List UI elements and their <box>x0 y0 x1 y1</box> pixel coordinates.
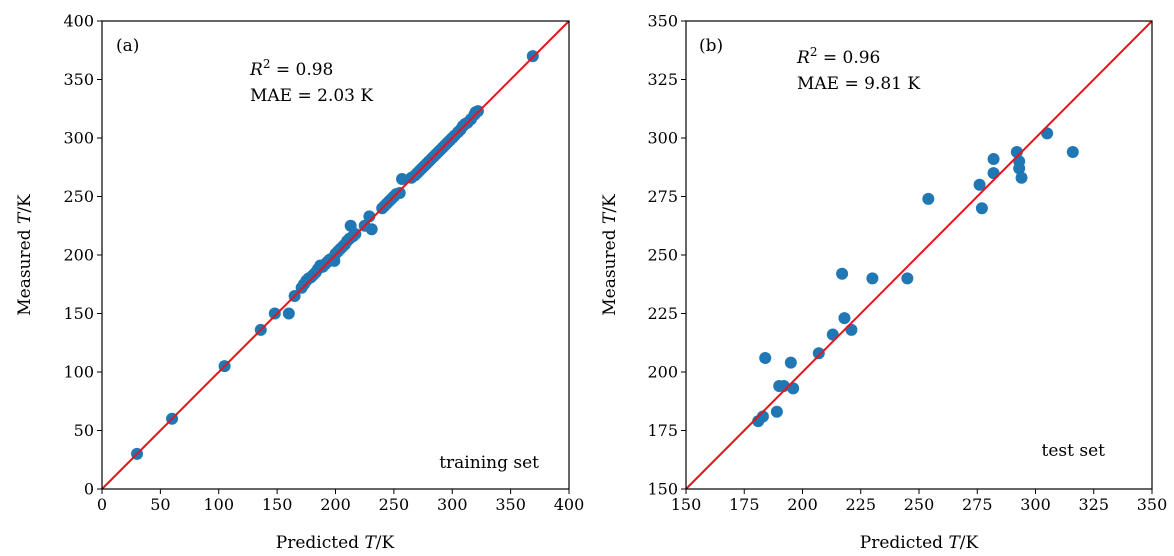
panel-a-ytick-label: 100 <box>63 363 94 382</box>
panel-a-ytick-label: 0 <box>84 480 94 499</box>
panel-b-ytick-label: 225 <box>647 304 678 323</box>
panel-a-ytick-label: 200 <box>63 246 94 265</box>
panel-b-yticks: 150 175 200 225 250 275 300 325 350 <box>647 12 686 499</box>
panel-a-y-axis-label: Measured T/K <box>15 194 35 316</box>
panel-b-y-axis-label: Measured T/K <box>600 194 620 316</box>
panel-b-ytick-label: 325 <box>647 70 678 89</box>
panel-a-xtick-label: 200 <box>320 495 351 514</box>
panel-b-fit-line <box>685 20 1153 490</box>
panel-b-point <box>922 192 935 205</box>
panel-b-point <box>973 178 986 191</box>
panel-b-point <box>901 272 914 285</box>
panel-b-xticks: 150 175 200 225 250 275 300 325 350 <box>671 489 1168 514</box>
panel-a-ylabel-var: T <box>15 211 35 224</box>
panel-a-yticks: 0 50 100 150 200 250 300 350 400 <box>63 12 102 499</box>
panel-b-ytick-label: 300 <box>647 129 678 148</box>
panel-b-point <box>836 267 849 280</box>
panel-b-ytick-label: 275 <box>647 187 678 206</box>
panel-b-ytick-label: 175 <box>647 421 678 440</box>
panel-b-xtick-label: 175 <box>729 495 760 514</box>
panel-b-xtick-label: 300 <box>1020 495 1051 514</box>
panel-b-r2-annotation: R2 = 0.96 <box>796 45 880 68</box>
panel-b-ylabel-var: T <box>600 211 620 224</box>
panel-a-point <box>365 223 378 236</box>
panel-b-mae-annotation: MAE = 9.81 K <box>797 74 920 94</box>
panel-b-point <box>770 405 783 418</box>
panel-b-ytick-label: 350 <box>647 12 678 31</box>
panel-b-point <box>987 153 1000 166</box>
panel-a-set-label: training set <box>439 453 539 473</box>
panel-b-point <box>1013 162 1026 175</box>
panel-a-ytick-label: 50 <box>74 421 94 440</box>
panel-b-ytick-label: 150 <box>647 480 678 499</box>
panel-a-ytick-label: 400 <box>63 12 94 31</box>
panel-a-xtick-label: 350 <box>495 495 526 514</box>
panel-a-xlabel-prefix: Predicted <box>276 533 365 553</box>
panel-b-point <box>759 351 772 364</box>
panel-a-xtick-label: 100 <box>203 495 234 514</box>
panel-b-xlabel-suffix: /K <box>960 533 979 553</box>
panel-b-ylabel-suffix: /K <box>600 194 620 213</box>
panel-b-point <box>975 202 988 215</box>
panel-b-ytick-label: 200 <box>647 363 678 382</box>
panel-a-point <box>268 307 281 320</box>
panel-b-xlabel-prefix: Predicted <box>860 533 949 553</box>
panel-b-point <box>1015 171 1028 184</box>
panel-b-ytick-label: 250 <box>647 246 678 265</box>
panel-a-xlabel-var: T <box>364 533 377 553</box>
panel-a-r2-var: R <box>249 60 263 80</box>
panel-a-r2-annotation: R2 = 0.98 <box>249 57 333 80</box>
panel-a-xtick-label: 0 <box>97 495 107 514</box>
panel-b-xtick-label: 350 <box>1137 495 1168 514</box>
panel-a-point <box>396 172 409 185</box>
panel-b-point <box>784 356 797 369</box>
panel-b-point <box>812 347 825 360</box>
panel-b-set-label: test set <box>1042 441 1106 461</box>
panel-b-x-axis-label: Predicted T/K <box>860 533 979 553</box>
panel-a-r2-value: = 0.98 <box>270 60 333 80</box>
panel-b-marks <box>685 20 1153 490</box>
panel-a-xtick-label: 250 <box>379 495 410 514</box>
panel-a-ylabel-suffix: /K <box>15 194 35 213</box>
panel-a-xtick-label: 300 <box>437 495 468 514</box>
panel-a-ytick-label: 250 <box>63 187 94 206</box>
panel-a-ylabel-prefix: Measured <box>15 224 35 316</box>
panel-a-ytick-label: 150 <box>63 304 94 323</box>
panel-a-xlabel-suffix: /K <box>376 533 395 553</box>
panel-b: 150 175 200 225 250 275 300 325 350 150175200225… <box>600 12 1167 554</box>
panel-b-xtick-label: 225 <box>845 495 876 514</box>
panel-a-tag: (a) <box>116 36 139 56</box>
panel-a-x-axis-label: Predicted T/K <box>276 533 395 553</box>
panel-a-ytick-label: 300 <box>63 129 94 148</box>
panel-b-ylabel-prefix: Measured <box>600 224 620 316</box>
panel-a: 0 50 100 150 200 250 300 350 400 0 50 100 150 200 250… <box>15 12 584 554</box>
panel-b-r2-var: R <box>796 48 810 68</box>
panel-b-point <box>866 272 879 285</box>
panel-a-r2-sup: 2 <box>263 57 271 71</box>
panel-a-marks <box>101 20 570 490</box>
panel-a-xticks: 0 50 100 150 200 250 300 350 400 <box>97 489 584 514</box>
panel-a-ytick-label: 350 <box>63 70 94 89</box>
panel-b-r2-value: = 0.96 <box>817 48 880 68</box>
panel-b-point <box>838 312 851 325</box>
panel-a-xtick-label: 150 <box>262 495 293 514</box>
panel-a-xtick-label: 400 <box>554 495 585 514</box>
panel-b-xtick-label: 200 <box>787 495 818 514</box>
panel-b-point <box>1066 146 1079 159</box>
panel-b-r2-sup: 2 <box>810 45 818 59</box>
panel-a-point <box>393 186 406 199</box>
panel-b-xtick-label: 275 <box>962 495 993 514</box>
panel-b-xtick-label: 325 <box>1078 495 1109 514</box>
panel-b-xlabel-var: T <box>948 533 961 553</box>
panel-b-xtick-label: 150 <box>671 495 702 514</box>
panel-a-xtick-label: 50 <box>150 495 170 514</box>
panel-b-tag: (b) <box>699 36 723 56</box>
panel-a-fit-line <box>101 20 570 490</box>
panel-a-point <box>282 307 295 320</box>
panel-a-mae-annotation: MAE = 2.03 K <box>250 86 373 106</box>
panel-b-xtick-label: 250 <box>904 495 935 514</box>
